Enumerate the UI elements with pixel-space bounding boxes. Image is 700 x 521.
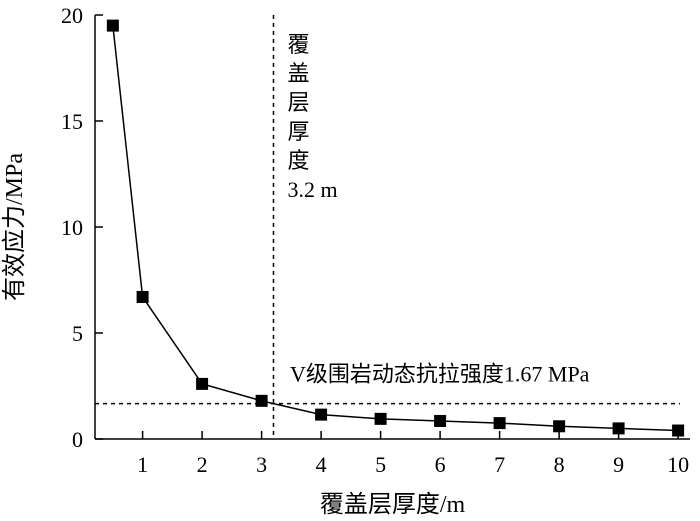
vertical-line-annotation: 盖 (288, 61, 310, 86)
x-tick-label: 1 (137, 452, 148, 477)
x-tick-label: 8 (554, 452, 565, 477)
annotations: 覆盖层厚度 3.2 m V级围岩动态抗拉强度1.67 MPa (288, 32, 590, 387)
vertical-line-annotation: 度 (288, 148, 310, 173)
data-point (255, 394, 268, 407)
y-tick-label: 0 (72, 427, 83, 452)
y-tick-label: 15 (61, 109, 83, 134)
y-axis-title: 有效应力/MPa (1, 153, 28, 301)
x-tick-label: 4 (316, 452, 327, 477)
x-tick-label: 3 (256, 452, 267, 477)
y-tick-label: 20 (61, 3, 83, 28)
vertical-line-annotation: 层 (288, 90, 310, 115)
ticks: 0 5 10 15 20 1 2 3 4 5 6 7 8 9 10 (61, 3, 689, 477)
vertical-line-annotation: 厚 (288, 119, 310, 144)
data-series (106, 19, 685, 437)
data-point (493, 417, 506, 430)
data-point (374, 412, 387, 425)
data-point (434, 414, 447, 427)
data-point (136, 290, 149, 303)
y-tick-label: 10 (61, 215, 83, 240)
vertical-line-annotation: 3.2 m (288, 177, 338, 202)
data-point (106, 19, 119, 32)
vertical-line-annotation: 覆 (288, 32, 310, 57)
data-point (612, 422, 625, 435)
x-axis-title: 覆盖层厚度/m (320, 491, 466, 518)
horizontal-line-annotation: V级围岩动态抗拉强度1.67 MPa (290, 362, 590, 387)
data-point (672, 424, 685, 437)
x-tick-label: 9 (613, 452, 624, 477)
x-tick-label: 2 (197, 452, 208, 477)
data-point (553, 420, 566, 433)
x-tick-label: 5 (375, 452, 386, 477)
x-tick-label: 7 (494, 452, 505, 477)
y-tick-label: 5 (72, 321, 83, 346)
reference-lines (95, 15, 680, 439)
x-tick-label: 6 (435, 452, 446, 477)
data-point (315, 408, 328, 421)
data-point (196, 377, 209, 390)
x-tick-label: 10 (667, 452, 689, 477)
